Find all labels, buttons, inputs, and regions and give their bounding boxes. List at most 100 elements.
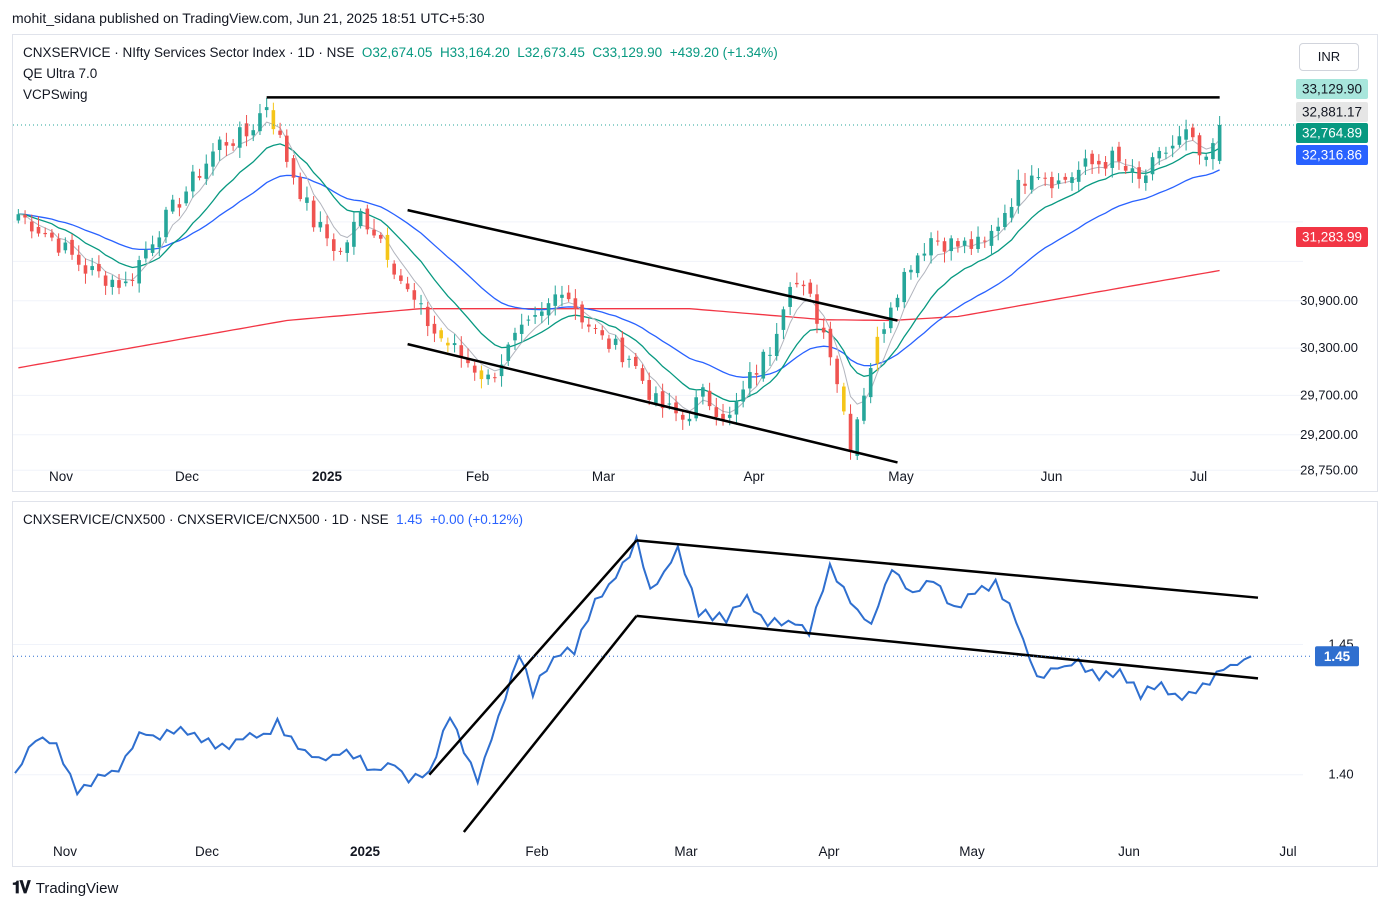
ratio-chart-pane[interactable]: 1.40 1.45 Nov Dec 2025 Feb Mar Apr May Jun Jul 1.45… — [12, 501, 1378, 867]
candle-body — [50, 232, 54, 238]
candle-body — [996, 226, 1000, 232]
candle-body — [848, 413, 853, 452]
candle-body — [727, 414, 732, 418]
candle-body — [285, 135, 289, 162]
candle-body — [1097, 160, 1101, 165]
candle-body — [1184, 129, 1188, 140]
price-x-tick-label: Jul — [1190, 469, 1207, 484]
candle-body — [640, 368, 645, 381]
candle-body — [1063, 176, 1068, 180]
ratio-trendline — [462, 615, 638, 833]
candle-body — [1009, 206, 1014, 218]
candle-body — [1083, 158, 1088, 167]
ratio-trendline — [428, 539, 638, 776]
price-chart-pane[interactable]: 28,750.00 29,200.00 29,700.00 30,300.00 30,9… — [12, 34, 1378, 492]
currency-button[interactable]: INR — [1299, 43, 1359, 71]
candle-body — [546, 303, 551, 316]
ratio-x-tick-label: Feb — [525, 844, 548, 859]
candle-body — [1204, 156, 1209, 160]
candle-body — [513, 332, 517, 341]
candle-body — [1070, 177, 1074, 183]
candle-body — [365, 208, 370, 230]
candle-body — [687, 418, 692, 422]
ratio-x-tick-label: Dec — [195, 844, 219, 859]
candle-body — [1144, 175, 1148, 183]
ratio-symbol-desc: CNXSERVICE/CNX500 · CNXSERVICE/CNX500 · … — [23, 512, 389, 527]
candle-body — [754, 373, 759, 375]
price-axis-tag-bg — [1296, 102, 1368, 122]
candle-body — [774, 333, 779, 357]
price-axis-tag-bg — [1296, 145, 1368, 165]
sma200-line — [18, 269, 1220, 369]
candle-body — [150, 244, 155, 253]
candle-body — [553, 294, 558, 306]
candle-body — [1036, 177, 1041, 179]
candle-body — [660, 391, 665, 409]
candle-body — [519, 324, 524, 334]
indicator-qe-ultra[interactable]: QE Ultra 7.0 — [23, 66, 98, 81]
price-axis-tag-label: 31,283.99 — [1302, 230, 1362, 245]
candle-body — [1177, 136, 1182, 145]
price-axis-tag: 32,316.86 — [1296, 145, 1368, 165]
candle-body — [137, 260, 141, 284]
price-x-tick-label: Dec — [175, 469, 199, 484]
candle-body — [385, 234, 390, 260]
candle-body — [647, 380, 651, 400]
candle-body — [271, 110, 276, 130]
candle-body — [976, 236, 980, 249]
price-axis-tag-bg — [1296, 123, 1368, 143]
candle-body — [701, 387, 705, 397]
candle-body — [432, 323, 437, 334]
candle-body — [184, 191, 188, 204]
candle-body — [446, 342, 450, 346]
candle-body — [922, 253, 927, 256]
candle-body — [808, 282, 813, 294]
candle-body — [211, 151, 215, 167]
candle-body — [721, 413, 725, 421]
candle-body — [1211, 143, 1215, 160]
candle-body — [466, 358, 470, 364]
candle-body — [1050, 177, 1054, 189]
price-x-tick-label: Apr — [743, 469, 765, 484]
tradingview-logo-icon: 𝟏𝐕 — [12, 878, 31, 897]
candle-body — [305, 197, 309, 203]
price-x-tick-label: Nov — [49, 469, 73, 484]
indicator-vcpswing[interactable]: VCPSwing — [23, 87, 88, 102]
candle-body — [560, 294, 564, 298]
footer-brand[interactable]: 𝟏𝐕 TradingView — [12, 878, 118, 898]
candle-body — [479, 370, 484, 380]
candle-body — [613, 338, 618, 345]
candle-body — [419, 303, 423, 305]
candle-body — [942, 241, 947, 252]
candle-body — [587, 324, 591, 327]
ema-short-line — [18, 121, 1220, 414]
ratio-chart-svg[interactable]: 1.40 1.45 Nov Dec 2025 Feb Mar Apr May Jun Jul 1.45 — [13, 502, 1379, 868]
ratio-legend: CNXSERVICE/CNX500 · CNXSERVICE/CNX500 · … — [23, 512, 523, 527]
candle-body — [1076, 169, 1081, 182]
candle-body — [680, 414, 685, 420]
candle-body — [1117, 146, 1121, 162]
candle-body — [989, 230, 994, 246]
candle-body — [177, 204, 182, 208]
price-chart-svg[interactable]: 28,750.00 29,200.00 29,700.00 30,300.00 30,9… — [13, 35, 1379, 493]
price-x-tick-label: 2025 — [312, 469, 343, 484]
candle-body — [459, 345, 464, 357]
candle-body — [130, 279, 135, 281]
candle-body — [1123, 165, 1128, 171]
publisher-line: mohit_sidana published on TradingView.co… — [12, 10, 485, 26]
candle-body — [741, 389, 745, 402]
candle-body — [144, 249, 148, 259]
price-axis-tag-label: 33,129.90 — [1302, 82, 1362, 97]
candle-body — [425, 306, 430, 327]
price-axis-tag: 33,129.90 — [1296, 79, 1368, 99]
candle-body — [399, 275, 403, 281]
candle-body — [909, 269, 913, 273]
candle-body — [224, 142, 229, 146]
price-legend: CNXSERVICE · NIfty Services Sector Index… — [23, 45, 778, 60]
candle-body — [580, 304, 584, 323]
candle-body — [352, 221, 356, 247]
candle-body — [533, 315, 537, 317]
candle-body — [915, 255, 920, 274]
footer-brand-text: TradingView — [35, 879, 119, 897]
candle-body — [573, 298, 578, 309]
